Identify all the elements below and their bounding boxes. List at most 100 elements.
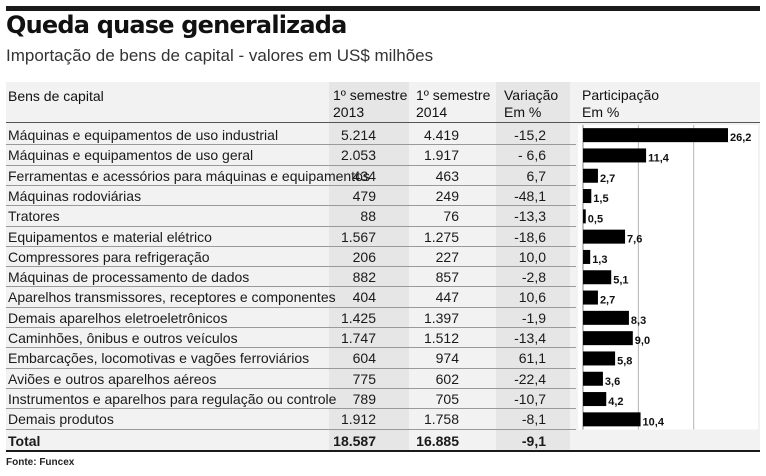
row-value-2013: 1.567 — [340, 228, 376, 245]
table-row: Tratores 88 76 -13,3 — [0, 206, 766, 226]
bar — [583, 128, 728, 143]
row-divider — [6, 347, 576, 349]
row-variation: 10,6 — [518, 289, 546, 306]
row-value-2014: 1.512 — [423, 330, 459, 346]
bar — [583, 148, 647, 163]
header-divider — [6, 122, 760, 123]
row-value-2013: 775 — [352, 370, 376, 387]
total-row: Total 18.587 16.885 -9,1 — [0, 431, 766, 451]
row-value-2014: 602 — [435, 370, 459, 387]
bar-value-label: 26,2 — [730, 132, 751, 144]
row-value-2014: 857 — [435, 269, 459, 286]
bar — [583, 209, 586, 224]
row-value-2013: 2.053 — [340, 147, 376, 164]
bar-value-label: 4,2 — [608, 396, 623, 408]
row-value-2014: 4.419 — [423, 127, 459, 143]
row-divider — [6, 184, 576, 186]
bar — [583, 392, 607, 407]
row-variation: -15,2 — [514, 127, 546, 143]
row-divider — [6, 266, 576, 268]
row-variation: -13,4 — [514, 330, 546, 346]
bar — [583, 168, 598, 183]
row-divider — [6, 306, 576, 308]
bottom-rule — [6, 450, 760, 452]
row-value-2013: 88 — [360, 208, 376, 225]
row-value-2014: 249 — [435, 187, 459, 204]
header-variation-line1: Variação — [504, 87, 559, 103]
row-divider — [6, 387, 576, 389]
table-row: Demais aparelhos eletroeletrônicos 1.425 1… — [0, 308, 766, 328]
bar-value-label: 2,7 — [600, 295, 615, 307]
row-name: Aviões e outros aparelhos aéreos — [8, 370, 217, 387]
row-name: Máquinas e equipamentos de uso industria… — [8, 127, 279, 143]
row-name: Instrumentos e aparelhos para regulação … — [8, 390, 337, 407]
row-name: Máquinas de processamento de dados — [8, 269, 250, 286]
row-variation: -2,8 — [521, 269, 546, 286]
total-value-2013: 18.587 — [333, 432, 376, 449]
row-variation: -8,1 — [521, 411, 546, 428]
row-name: Tratores — [8, 208, 60, 225]
row-name: Demais aparelhos eletroeletrônicos — [8, 309, 228, 326]
row-value-2014: 1.397 — [423, 309, 459, 326]
row-value-2014: 705 — [435, 390, 459, 407]
table-row: Máquinas rodoviárias 479 249 -48,1 — [0, 186, 766, 206]
header-name: Bens de capital — [8, 88, 104, 104]
row-value-2013: 789 — [352, 390, 376, 407]
row-variation: - 6,6 — [517, 147, 546, 164]
bar-value-label: 0,5 — [588, 213, 603, 225]
bar-value-label: 9,0 — [635, 335, 650, 347]
row-divider — [6, 367, 576, 369]
bar — [583, 189, 592, 204]
total-variation: -9,1 — [521, 432, 546, 449]
row-divider — [6, 225, 576, 227]
table-row: Demais produtos 1.912 1.758 -8,1 — [0, 409, 766, 429]
bar-value-label: 3,6 — [605, 376, 620, 388]
header-variation-line2: Em % — [504, 104, 542, 120]
bar — [583, 412, 641, 427]
table-row: Caminhões, ônibus e outros veículos 1.747… — [0, 328, 766, 348]
row-name: Máquinas e equipamentos de uso geral — [8, 147, 254, 164]
row-variation: 61,1 — [518, 350, 546, 367]
row-value-2013: 5.214 — [340, 127, 376, 143]
row-value-2013: 882 — [352, 269, 376, 286]
bar-value-label: 7,6 — [627, 234, 642, 246]
bar-value-label: 2,7 — [600, 173, 615, 185]
bar-value-label: 8,3 — [631, 315, 646, 327]
header-share-line1: Participação — [582, 87, 660, 103]
header-2013-line2: 2013 — [333, 104, 365, 120]
row-divider — [6, 327, 576, 328]
row-name: Máquinas rodoviárias — [8, 187, 142, 204]
row-value-2014: 1.275 — [423, 228, 459, 245]
row-divider — [6, 245, 576, 247]
source-note: Fonte: Funcex — [6, 457, 75, 468]
bar-value-label: 1,3 — [592, 254, 607, 266]
chart-subtitle: Importação de bens de capital - valores … — [6, 46, 434, 65]
row-divider — [6, 144, 576, 146]
header-2014-line1: 1º semestre — [416, 87, 491, 103]
row-variation: 10,0 — [518, 248, 546, 265]
row-variation: -22,4 — [514, 370, 546, 387]
table-row: Aparelhos transmissores, receptores e co… — [0, 287, 766, 307]
bar — [583, 310, 629, 325]
row-value-2013: 404 — [352, 289, 376, 306]
bar-value-label: 10,4 — [643, 416, 665, 428]
row-variation: 6,7 — [526, 167, 546, 184]
row-value-2013: 479 — [352, 187, 376, 204]
row-value-2014: 76 — [443, 208, 459, 225]
row-value-2013: 604 — [352, 350, 376, 367]
row-value-2013: 434 — [352, 167, 376, 184]
row-value-2014: 1.917 — [423, 147, 459, 164]
row-variation: -18,6 — [514, 228, 546, 245]
bar — [583, 331, 633, 346]
table-row: Máquinas e equipamentos de uso industria… — [0, 125, 766, 145]
row-divider — [6, 205, 576, 207]
row-name: Aparelhos transmissores, receptores e co… — [8, 289, 336, 306]
bar — [583, 249, 591, 264]
row-value-2014: 1.758 — [423, 411, 459, 428]
row-name: Caminhões, ônibus e outros veículos — [8, 330, 238, 346]
row-value-2014: 463 — [435, 167, 459, 184]
table-row: Aviões e outros aparelhos aéreos 775 602 -2… — [0, 369, 766, 389]
table-row: Instrumentos e aparelhos para regulação … — [0, 389, 766, 409]
